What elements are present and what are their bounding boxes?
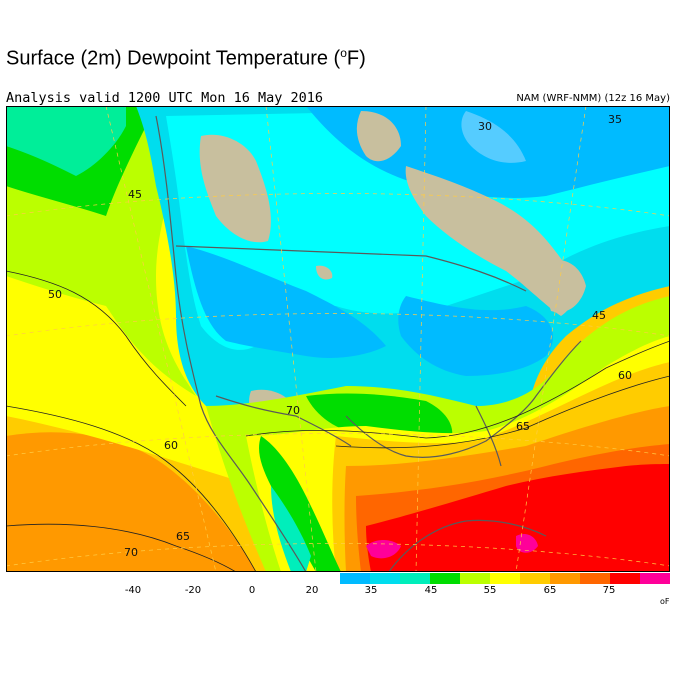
colorbar-swatch (640, 573, 670, 584)
colorbar-swatch (370, 573, 400, 584)
colorbar-tick: 55 (483, 585, 497, 596)
contour-label: 35 (608, 113, 622, 126)
colorbar-swatch (340, 573, 370, 584)
map-frame (6, 106, 670, 572)
contour-label: 70 (286, 404, 300, 417)
contour-label: 45 (128, 188, 142, 201)
band-pacific-70 (6, 432, 256, 572)
map-title: Surface (2m) Dewpoint Temperature (oF) (6, 46, 366, 70)
contour-55 (6, 270, 187, 407)
band-caribbean-80 (366, 464, 670, 572)
grid-lon-b (265, 106, 317, 572)
florida-coastline (475, 405, 502, 467)
contour-label: 30 (478, 120, 492, 133)
colorbar-swatch (490, 573, 520, 584)
region-cold-east (398, 296, 554, 376)
grid-lat-a (6, 193, 670, 217)
terrain-rockies-north (199, 134, 271, 243)
colorbar-swatch (550, 573, 580, 584)
model-label: NAM (WRF-NMM) (12z 16 May) (516, 93, 670, 104)
contours (6, 270, 670, 572)
colorbar-swatch (430, 573, 460, 584)
grid-lat-d (6, 543, 670, 567)
contour-label: 50 (48, 288, 62, 301)
contour-label: 45 (592, 309, 606, 322)
colorbar-tick: 75 (602, 585, 616, 596)
colorbar-swatch (580, 573, 610, 584)
us-canada-border (175, 245, 527, 292)
contour-label: 60 (618, 369, 632, 382)
coastlines (155, 115, 582, 572)
terrain-patch (316, 265, 333, 280)
colorbar (340, 573, 670, 584)
colorbar-tick: 45 (424, 585, 438, 596)
grid-lon-c (415, 106, 427, 572)
grid-lat-b (6, 313, 670, 337)
band-hot-b (516, 534, 538, 553)
colorbar-tick: -20 (184, 585, 202, 596)
colorbar-tick: -40 (124, 585, 142, 596)
colorbar-tick: 65 (543, 585, 557, 596)
colorbar-swatch (610, 573, 640, 584)
terrain-north-a (356, 111, 401, 162)
contour-70 (6, 523, 237, 572)
band-mexico-50 (259, 436, 341, 572)
region-bay-30 (461, 111, 526, 163)
grid-lon-d (515, 106, 587, 572)
contour-65 (6, 405, 257, 572)
valid-time-label: Analysis valid 1200 UTC Mon 16 May 2016 (6, 90, 323, 106)
gulf-coastline (345, 340, 582, 458)
grid-lat-c (6, 433, 670, 457)
dewpoint-map: 30 35 45 50 45 60 65 70 60 65 70 (6, 106, 670, 572)
contour-65b (335, 375, 670, 449)
terrain-quebec (544, 259, 586, 313)
contour-label: 65 (516, 420, 530, 433)
colorbar-swatch (460, 573, 490, 584)
colorbar-tick: 0 (248, 585, 256, 596)
contour-label: 70 (124, 546, 138, 559)
colorbar-unit: oF (660, 597, 670, 606)
us-mexico-border (215, 395, 352, 447)
band-south-50 (306, 393, 453, 444)
band-mexico-45 (271, 486, 311, 572)
latlon-grid (6, 106, 670, 572)
contour-60 (245, 340, 670, 439)
cuba-coastline (388, 519, 547, 572)
terrain-shield (405, 166, 576, 316)
contour-label: 60 (164, 439, 178, 452)
band-pacific-45 (6, 106, 126, 176)
band-hot-a (366, 540, 401, 559)
contour-label: 65 (176, 530, 190, 543)
region-cold-west (186, 246, 386, 358)
colorbar-swatch (400, 573, 430, 584)
west-coastline (155, 115, 307, 572)
colorbar-swatch (520, 573, 550, 584)
colorbar-tick: 35 (364, 585, 378, 596)
colorbar-tick: 20 (305, 585, 319, 596)
